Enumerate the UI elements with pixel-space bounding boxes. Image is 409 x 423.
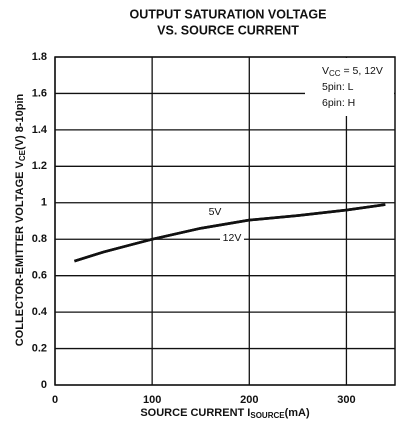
line-series bbox=[74, 203, 386, 263]
y-tick-label: 1.2 bbox=[32, 160, 47, 172]
y-tick-label: 0 bbox=[41, 379, 47, 391]
y-tick-label: 1.6 bbox=[32, 87, 47, 99]
series-label-bg bbox=[220, 231, 244, 245]
x-axis-label-sub: SOURCE bbox=[250, 411, 285, 420]
annotation-main: V bbox=[322, 65, 329, 77]
x-axis-label-main: SOURCE CURRENT I bbox=[140, 407, 250, 419]
annotation: VCC = 5, 12V bbox=[322, 65, 383, 78]
annotation-main: 5pin: L bbox=[322, 81, 354, 93]
x-tick-label: 0 bbox=[52, 394, 58, 406]
series-label: 5V bbox=[209, 206, 222, 218]
y-axis-label-tail: (V) 8-10pin bbox=[14, 93, 26, 150]
x-tick-label: 300 bbox=[337, 394, 355, 406]
y-tick-label: 0.8 bbox=[32, 233, 47, 245]
y-tick-label: 1.4 bbox=[32, 124, 48, 136]
y-axis-label-sub: CE bbox=[18, 149, 27, 161]
series-label-bg bbox=[203, 205, 227, 219]
y-tick-label: 1.8 bbox=[32, 51, 47, 63]
annotation-main: 6pin: H bbox=[322, 97, 355, 109]
y-tick-label: 0.4 bbox=[32, 306, 48, 318]
annotation-tail: = 5, 12V bbox=[341, 65, 383, 77]
y-axis-label: COLLECTOR-EMITTER VOLTAGE VCE(V) 8-10pin bbox=[14, 93, 27, 346]
annotation: 5pin: L bbox=[322, 81, 354, 93]
annotation: 6pin: H bbox=[322, 97, 355, 109]
y-axis-label-main: COLLECTOR-EMITTER VOLTAGE V bbox=[14, 160, 26, 346]
y-tick-label: 1 bbox=[41, 197, 47, 209]
chart-title: VS. SOURCE CURRENT bbox=[157, 23, 299, 37]
x-tick-label: 200 bbox=[240, 394, 258, 406]
x-axis-label: SOURCE CURRENT ISOURCE(mA) bbox=[140, 407, 310, 420]
y-tick-label: 0.2 bbox=[32, 342, 47, 354]
x-axis-label-tail: (mA) bbox=[285, 407, 310, 419]
annotation-box bbox=[305, 58, 394, 116]
series-label: 12V bbox=[223, 232, 242, 244]
x-tick-label: 100 bbox=[143, 394, 161, 406]
annotation-sub: CC bbox=[329, 69, 341, 78]
y-tick-label: 0.6 bbox=[32, 270, 47, 282]
chart-title: OUTPUT SATURATION VOLTAGE bbox=[130, 7, 327, 21]
